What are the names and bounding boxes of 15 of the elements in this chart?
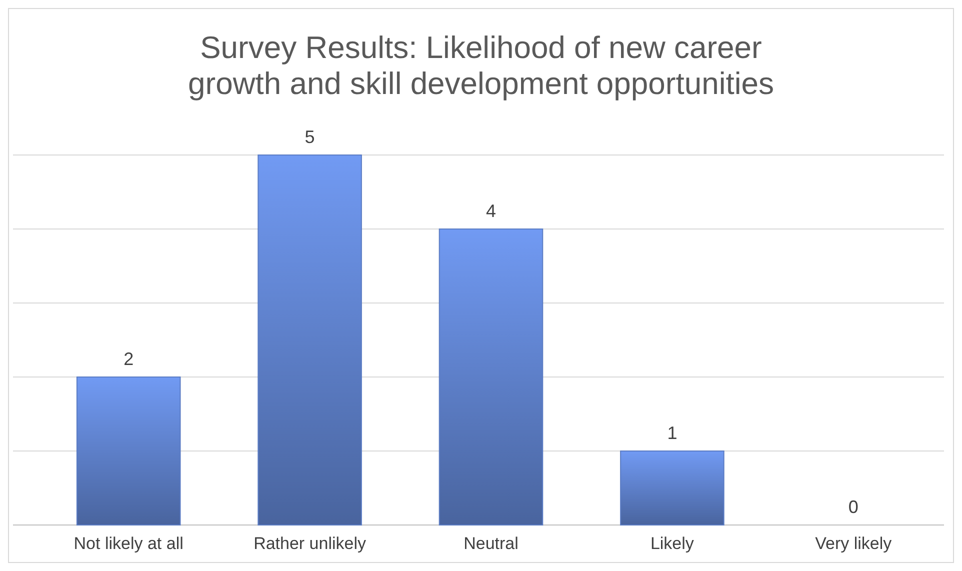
x-tick-label: Very likely [815, 534, 892, 553]
chart-title: Survey Results: Likelihood of new career growth and skill development opportunities [188, 30, 774, 101]
x-tick-label: Not likely at all [74, 534, 184, 553]
bar [76, 376, 181, 526]
x-tick-label: Likely [650, 534, 694, 553]
x-tick-label: Rather unlikely [254, 534, 367, 553]
data-label: 5 [304, 127, 315, 147]
bar [620, 450, 724, 526]
data-label: 1 [667, 423, 678, 443]
bar [258, 154, 362, 526]
bar [438, 228, 544, 526]
data-label: 0 [848, 497, 858, 517]
x-tick-label: Neutral [464, 534, 518, 553]
data-label: 4 [486, 201, 496, 221]
data-label: 2 [124, 349, 134, 369]
